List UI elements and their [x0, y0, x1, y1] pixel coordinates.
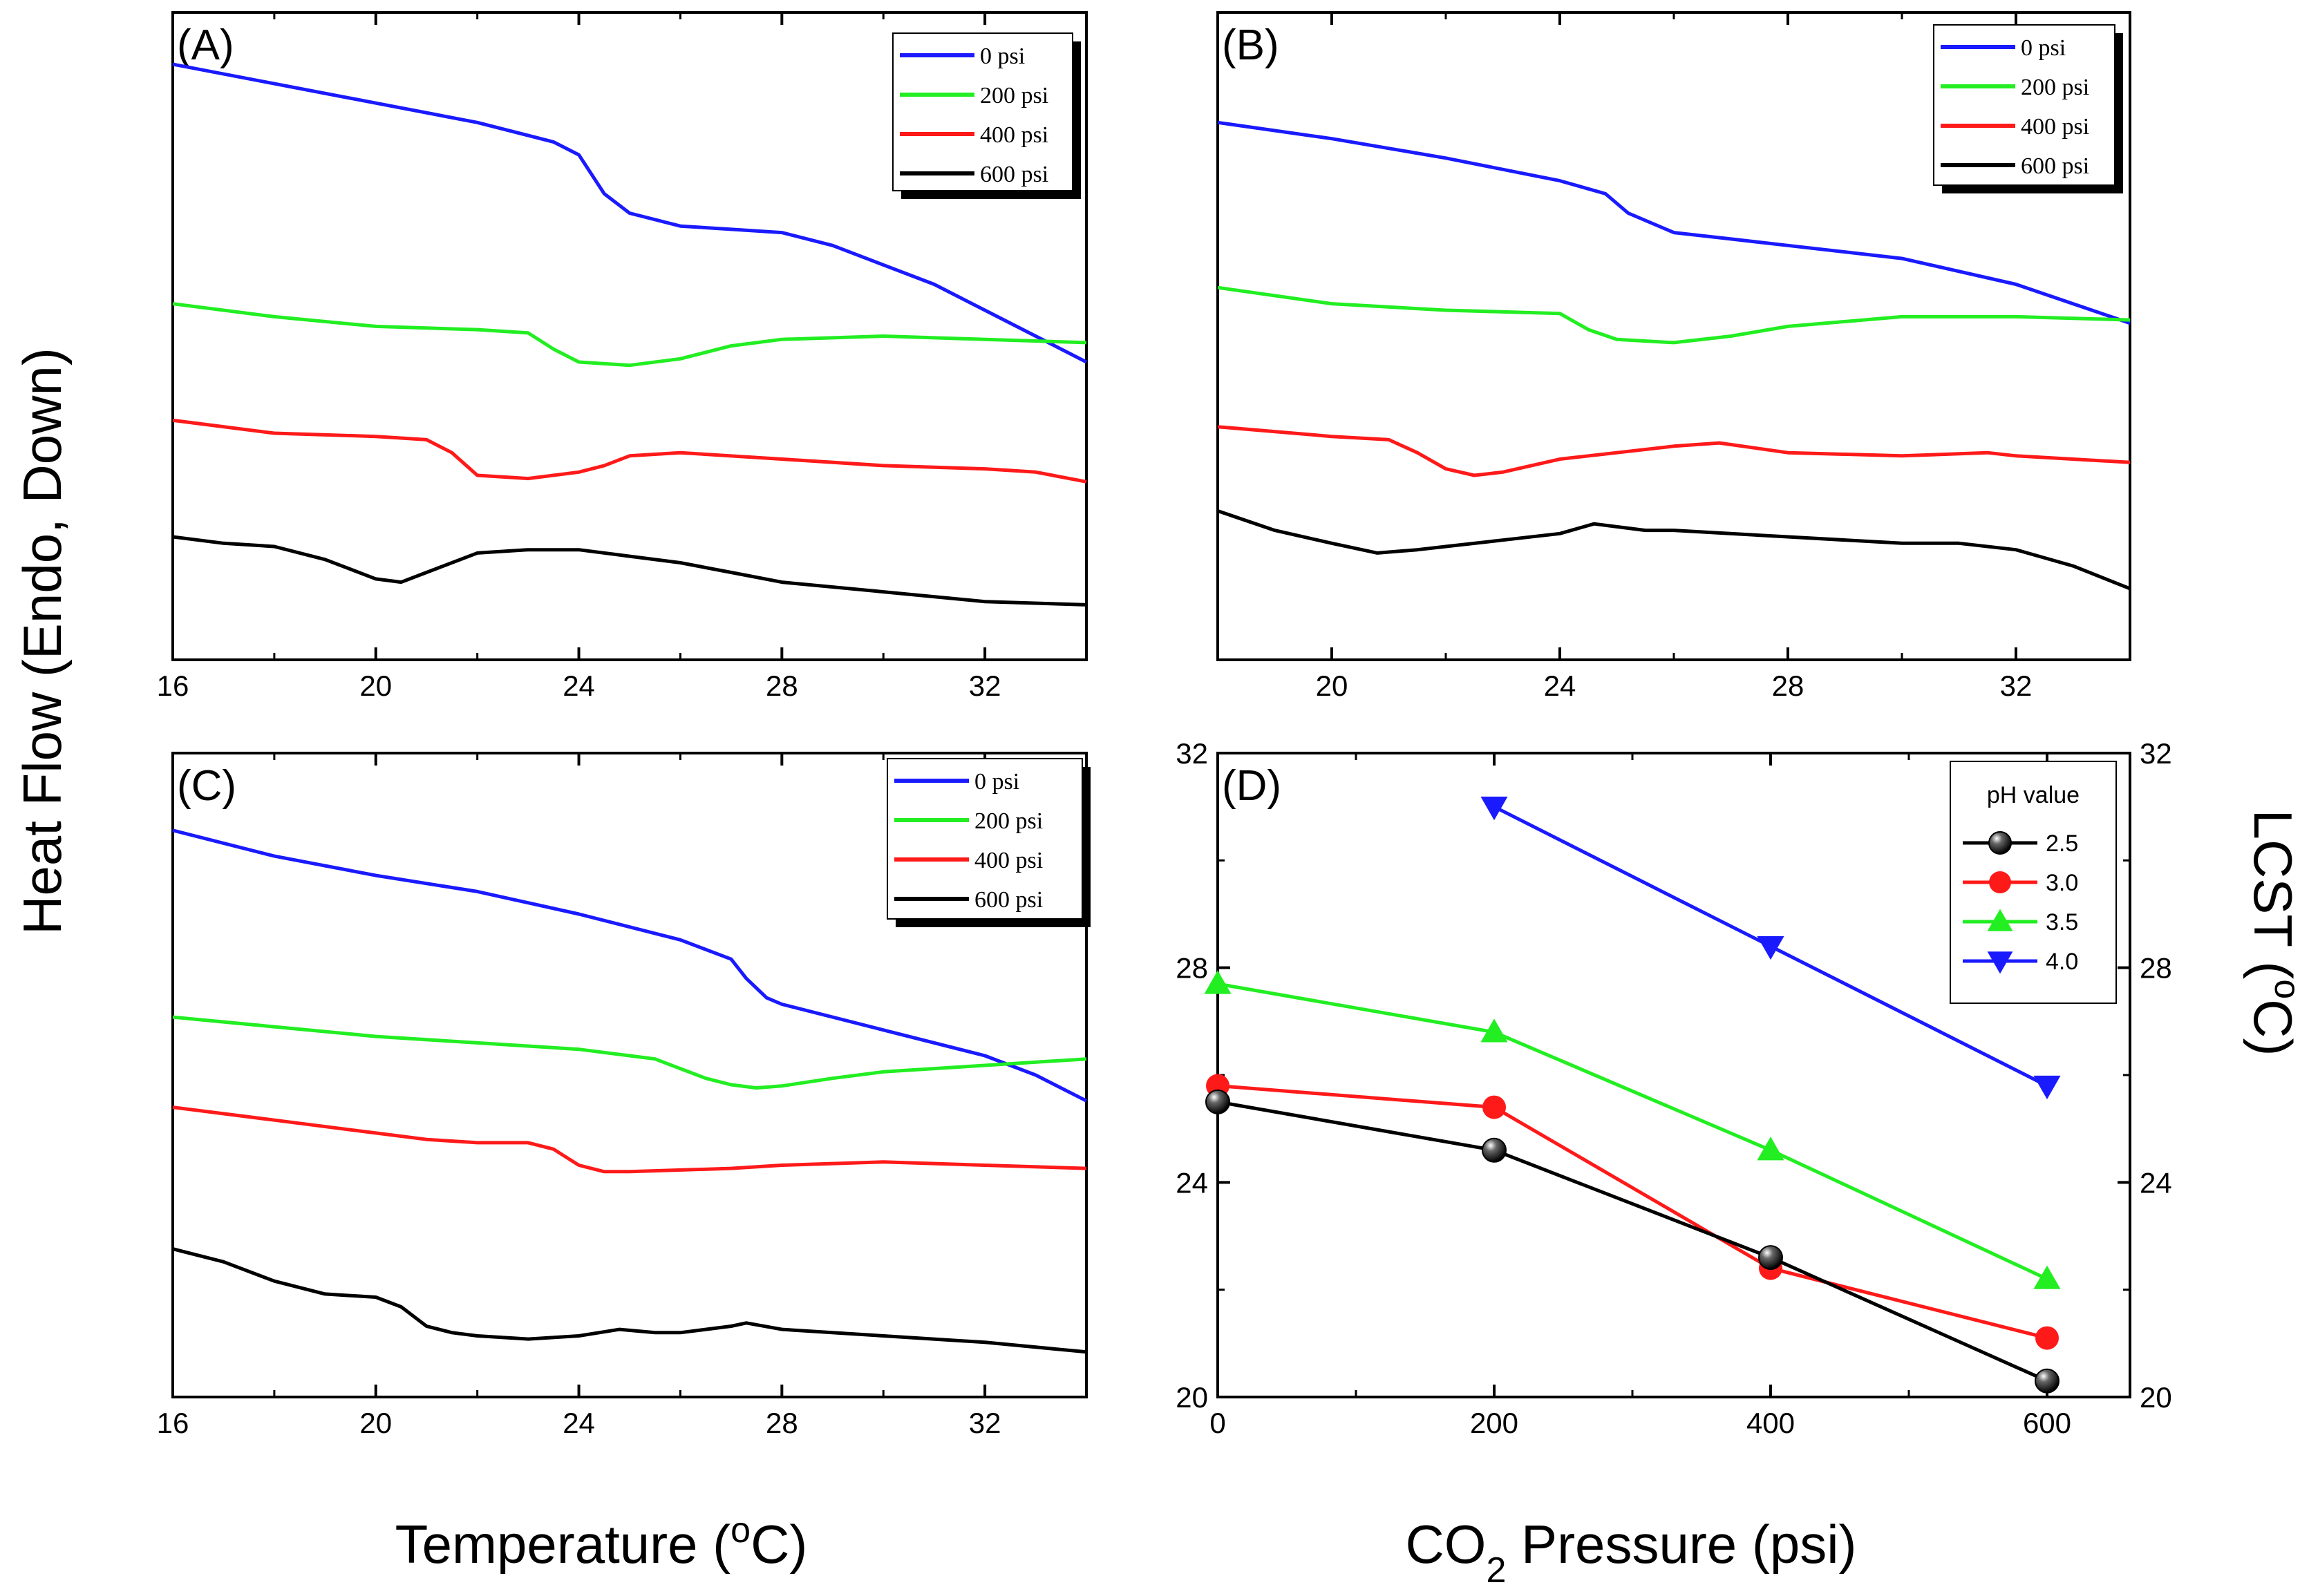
legend-box	[887, 758, 1083, 920]
plot-frame	[171, 752, 1088, 1398]
y-axis-title-lcst: LCST (oC)	[2243, 810, 2300, 1056]
data-point	[1205, 1089, 1230, 1114]
legend-box	[892, 32, 1073, 191]
series-line-200-psi	[172, 302, 1087, 368]
x-tick-label: 28	[766, 669, 798, 702]
legend-label: 200 psi	[2021, 75, 2089, 100]
series-line-0-psi	[172, 62, 1088, 364]
x-tick-label: 32	[969, 1407, 1001, 1439]
plot-frame	[171, 11, 1088, 661]
series-line-ph-3.0	[1217, 1084, 2048, 1340]
legend-label: 400 psi	[2021, 114, 2089, 140]
y-tick-label-right: 20	[2140, 1381, 2172, 1414]
legend-label: 3.5	[2046, 909, 2078, 935]
x-tick-label: 600	[2023, 1407, 2071, 1439]
series-line-600-psi	[172, 535, 1087, 607]
y-axis-title-heat-flow: Heat Flow (Endo, Down)	[12, 348, 73, 935]
panel-b: 20 24 28 32 (B) 0 psi 200 psi 400 psi 600 psi	[1216, 11, 2131, 702]
legend-label: 3.0	[2046, 870, 2078, 896]
data-point	[2033, 1075, 2061, 1100]
y-tick-label: 20	[1176, 1381, 1208, 1414]
y-tick-label-right: 32	[2140, 737, 2172, 770]
series-line-200-psi	[172, 1015, 1087, 1090]
x-tick-label: 28	[766, 1407, 798, 1439]
y-tick-label: 32	[1176, 737, 1208, 770]
legend: 0 psi 200 psi 400 psi 600 psi	[892, 32, 1081, 199]
legend: pH value 2.5 3.0 3.5 4.0	[1950, 761, 2117, 1004]
series-line-400-psi	[172, 1105, 1087, 1174]
legend-label: 400 psi	[974, 848, 1043, 873]
legend: 0 psi 200 psi 400 psi 600 psi	[1933, 24, 2123, 193]
series-line-0-psi	[172, 828, 1088, 1103]
data-point	[1987, 951, 2013, 974]
series-line-ph-2.5	[1217, 1100, 2048, 1383]
panel-c: 16 20 24 28 32 (C) 0 psi 200 psi 400 psi 600 psi	[157, 752, 1091, 1439]
data-point	[1480, 797, 1508, 821]
panel-label: (D)	[1222, 762, 1281, 810]
y-tick-label: 28	[1176, 952, 1208, 985]
legend-label: 0 psi	[974, 769, 1019, 795]
panel-label: (C)	[177, 762, 236, 810]
data-point	[1482, 1137, 1507, 1163]
panel-label: (B)	[1222, 21, 1279, 69]
data-point	[2033, 1265, 2061, 1289]
legend-label: 0 psi	[2021, 35, 2066, 61]
data-point	[1758, 1245, 1783, 1271]
legend-label: 0 psi	[980, 44, 1025, 69]
legend: 0 psi 200 psi 400 psi 600 psi	[887, 758, 1091, 927]
series-line-0-psi	[1217, 120, 2131, 325]
data-point	[2035, 1326, 2059, 1350]
data-point	[1204, 970, 1232, 994]
x-tick-label: 20	[359, 669, 392, 702]
data-point	[2035, 1368, 2059, 1394]
series-line-200-psi	[1217, 285, 2131, 345]
legend-label: 400 psi	[980, 122, 1048, 148]
y-tick-label-right: 24	[2140, 1166, 2172, 1199]
x-tick-label: 16	[157, 1407, 189, 1439]
x-tick-label: 28	[1772, 669, 1804, 702]
legend-label: 600 psi	[974, 887, 1043, 913]
data-point	[1757, 935, 1784, 960]
x-tick-label: 24	[1544, 669, 1576, 702]
data-point	[1757, 1137, 1784, 1161]
y-tick-label: 24	[1176, 1166, 1208, 1199]
x-tick-label: 200	[1470, 1407, 1518, 1439]
x-tick-label: 20	[1316, 669, 1348, 702]
panel-label: (A)	[177, 21, 234, 69]
series-line-400-psi	[1217, 425, 2131, 477]
legend-label: 600 psi	[980, 162, 1048, 187]
x-axis-title-co2-pressure: CO2 Pressure (psi)	[1405, 1514, 1856, 1590]
series-line-400-psi	[172, 418, 1087, 484]
legend-label: 2.5	[2046, 830, 2078, 857]
legend-label: 200 psi	[980, 83, 1048, 108]
data-point	[1482, 1095, 1506, 1119]
data-point	[1989, 871, 2011, 893]
x-axis-title-temperature: Temperature (oC)	[395, 1510, 808, 1575]
data-point	[1987, 909, 2013, 931]
x-tick-label: 400	[1746, 1407, 1795, 1439]
panel-d: 0 200 400 600 20 20 24 24 28 28 32 32 (D) pH value 2.5…	[1176, 737, 2171, 1439]
legend-label: 4.0	[2046, 949, 2078, 975]
x-tick-label: 24	[563, 1407, 595, 1439]
y-tick-label-right: 28	[2140, 952, 2172, 985]
x-tick-label: 32	[2000, 669, 2033, 702]
x-tick-label: 20	[359, 1407, 392, 1439]
panel-a: 16 20 24 28 32 (A) 0 psi 200 psi 400 psi 600 psi	[157, 11, 1088, 702]
series-line-ph-3.5	[1217, 982, 2048, 1281]
series-line-600-psi	[1217, 509, 2131, 591]
x-tick-label: 0	[1209, 1407, 1225, 1439]
legend-title: pH value	[1987, 782, 2080, 808]
legend-label: 200 psi	[974, 808, 1043, 834]
x-tick-label: 16	[157, 669, 189, 702]
legend-label: 600 psi	[2021, 153, 2089, 179]
x-tick-label: 24	[563, 669, 595, 702]
series-line-600-psi	[172, 1247, 1087, 1354]
data-point	[1988, 831, 2012, 855]
data-point	[1480, 1018, 1508, 1043]
legend-box	[1933, 24, 2115, 186]
x-tick-label: 32	[969, 669, 1001, 702]
